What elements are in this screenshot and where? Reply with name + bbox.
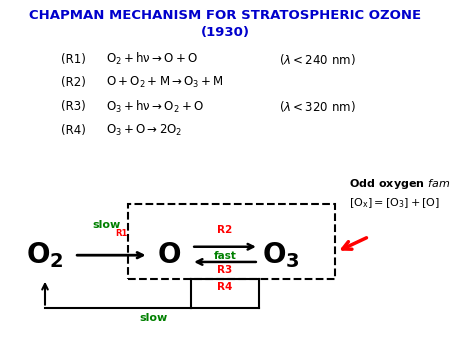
Text: (R4): (R4) [61,124,86,137]
Text: R3: R3 [217,265,233,275]
Text: $\mathbf{O_2}$: $\mathbf{O_2}$ [26,240,64,270]
Text: R1: R1 [115,229,127,238]
Text: CHAPMAN MECHANISM FOR STRATOSPHERIC OZONE: CHAPMAN MECHANISM FOR STRATOSPHERIC OZON… [29,9,421,22]
Text: Odd oxygen $\it{family}$: Odd oxygen $\it{family}$ [349,177,450,191]
Text: (1930): (1930) [201,26,249,39]
Text: (R1): (R1) [61,53,86,66]
Text: $(\lambda < 240\ \mathrm{nm})$: $(\lambda < 240\ \mathrm{nm})$ [279,52,356,67]
Text: $\mathrm{O_3 + h\nu \rightarrow O_2 + O}$: $\mathrm{O_3 + h\nu \rightarrow O_2 + O}… [106,98,203,115]
Text: fast: fast [214,251,236,261]
Text: R2: R2 [217,225,233,235]
Text: $\mathbf{O}$: $\mathbf{O}$ [157,241,181,269]
Text: $\mathrm{O_2 + h\nu \rightarrow O + O}$: $\mathrm{O_2 + h\nu \rightarrow O + O}$ [106,51,198,67]
Text: (R2): (R2) [61,76,86,89]
Text: $\mathbf{O_3}$: $\mathbf{O_3}$ [262,240,300,270]
Text: slow: slow [139,313,167,323]
Text: $\mathrm{O + O_2 + M \rightarrow O_3 + M}$: $\mathrm{O + O_2 + M \rightarrow O_3 + M… [106,75,224,90]
Text: $(\lambda < 320\ \mathrm{nm})$: $(\lambda < 320\ \mathrm{nm})$ [279,99,356,114]
Text: $[\mathrm{O_x}] = [\mathrm{O_3}] + [\mathrm{O}]$: $[\mathrm{O_x}] = [\mathrm{O_3}] + [\mat… [349,196,440,210]
Text: (R3): (R3) [61,100,86,113]
Text: slow: slow [92,220,121,230]
Text: $\mathrm{O_3 + O \rightarrow 2O_2}$: $\mathrm{O_3 + O \rightarrow 2O_2}$ [106,123,182,138]
Text: R4: R4 [217,282,233,292]
Bar [128,204,335,279]
